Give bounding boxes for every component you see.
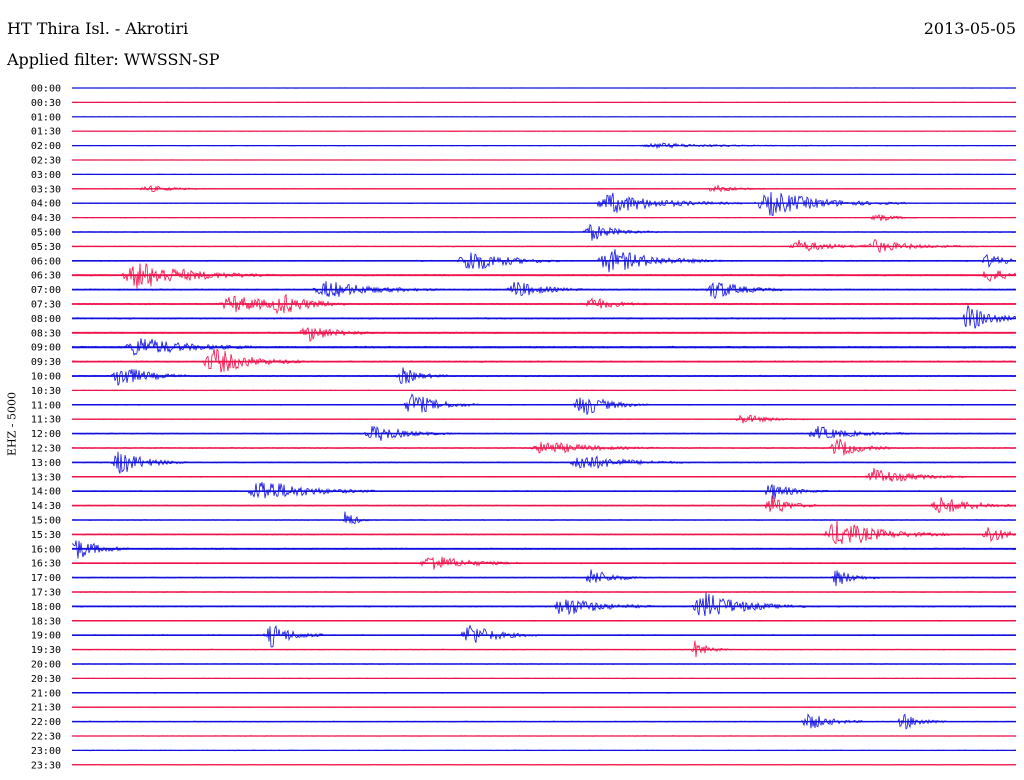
seismic-trace (71, 249, 1017, 273)
time-label: 13:30 (31, 472, 61, 483)
time-label: 09:00 (31, 343, 61, 354)
time-label: 04:30 (31, 213, 61, 224)
seismic-trace (71, 591, 1017, 593)
time-label: 01:00 (31, 112, 61, 123)
seismic-trace (71, 735, 1016, 737)
time-label: 16:30 (31, 559, 61, 570)
time-label: 03:00 (31, 170, 61, 181)
time-label: 14:30 (31, 501, 61, 512)
seismic-trace (71, 663, 1017, 665)
time-label: 18:30 (31, 616, 61, 627)
time-label: 03:30 (31, 184, 61, 195)
time-label: 21:30 (31, 703, 61, 714)
time-label: 05:30 (31, 242, 61, 253)
seismic-trace (71, 348, 1017, 373)
time-label: 15:30 (31, 530, 61, 541)
time-label: 21:00 (31, 688, 61, 699)
seismic-trace (71, 749, 1017, 752)
seismic-trace (71, 624, 1017, 648)
time-label: 20:30 (31, 674, 61, 685)
time-label: 20:00 (31, 660, 61, 671)
seismic-trace (71, 451, 1017, 474)
seismic-trace (72, 425, 1017, 441)
time-label: 00:00 (31, 84, 61, 95)
seismic-trace (71, 191, 1017, 217)
seismic-trace (71, 184, 1017, 193)
time-label: 09:30 (31, 357, 61, 368)
time-label: 17:30 (31, 588, 61, 599)
time-label: 06:00 (31, 256, 61, 267)
time-label: 10:30 (31, 386, 61, 397)
time-label: 23:30 (31, 760, 61, 771)
time-label: 19:30 (31, 645, 61, 656)
seismic-trace (71, 327, 1017, 342)
time-label: 13:00 (31, 458, 61, 469)
seismic-trace (71, 142, 1017, 150)
time-label: 08:30 (31, 328, 61, 339)
time-label: 22:30 (31, 732, 61, 743)
seismic-trace (71, 281, 1017, 300)
time-label: 12:30 (31, 444, 61, 455)
seismic-trace (71, 511, 1017, 525)
seismic-trace (71, 304, 1017, 329)
seismic-trace (71, 223, 1017, 241)
time-label: 07:00 (31, 285, 61, 296)
seismic-trace (71, 540, 1017, 559)
time-label: 22:00 (31, 717, 61, 728)
time-label: 11:00 (31, 400, 61, 411)
seismic-trace (71, 481, 1017, 499)
seismic-trace (72, 569, 1017, 587)
seismic-trace (71, 640, 1017, 658)
station-title: HT Thira Isl. - Akrotiri (7, 19, 189, 38)
time-label: 02:30 (31, 156, 61, 167)
seismic-trace (71, 713, 1017, 730)
seismic-trace (72, 677, 1017, 680)
seismic-trace (71, 467, 1017, 483)
seismic-trace (71, 293, 1017, 315)
time-label: 19:00 (31, 631, 61, 642)
time-label: 11:30 (31, 415, 61, 426)
time-label: 18:00 (31, 602, 61, 613)
time-label: 17:00 (31, 573, 61, 584)
filter-label: Applied filter: WWSSN-SP (7, 50, 220, 69)
time-label: 04:00 (31, 199, 61, 210)
time-label: 16:00 (31, 544, 61, 555)
time-label: 15:00 (31, 516, 61, 527)
seismic-trace (71, 338, 1017, 356)
seismic-trace (71, 495, 1017, 514)
record-date: 2013-05-05 (923, 19, 1016, 38)
seismic-trace (71, 367, 1017, 386)
seismic-trace (71, 691, 1017, 694)
seismic-trace (71, 213, 1017, 222)
seismic-trace (71, 592, 1017, 617)
time-label: 07:30 (31, 300, 61, 311)
seismic-trace (71, 414, 1017, 424)
time-label: 23:00 (31, 746, 61, 757)
time-label: 02:00 (31, 141, 61, 152)
seismic-trace (71, 438, 1017, 456)
seismic-trace (71, 393, 1017, 415)
time-label: 05:00 (31, 228, 61, 239)
time-label: 06:30 (31, 271, 61, 282)
seismic-trace (72, 556, 1017, 570)
seismic-trace (72, 389, 1017, 392)
time-label: 08:00 (31, 314, 61, 325)
seismic-trace (71, 619, 1017, 622)
seismic-trace (71, 238, 1017, 253)
seismic-trace (71, 519, 1017, 545)
time-label: 14:00 (31, 487, 61, 498)
seismic-trace (71, 706, 1016, 708)
time-label: 12:00 (31, 429, 61, 440)
time-label: 10:00 (31, 372, 61, 383)
seismic-trace (71, 262, 1017, 289)
time-label: 00:30 (31, 98, 61, 109)
time-label: 01:30 (31, 127, 61, 138)
